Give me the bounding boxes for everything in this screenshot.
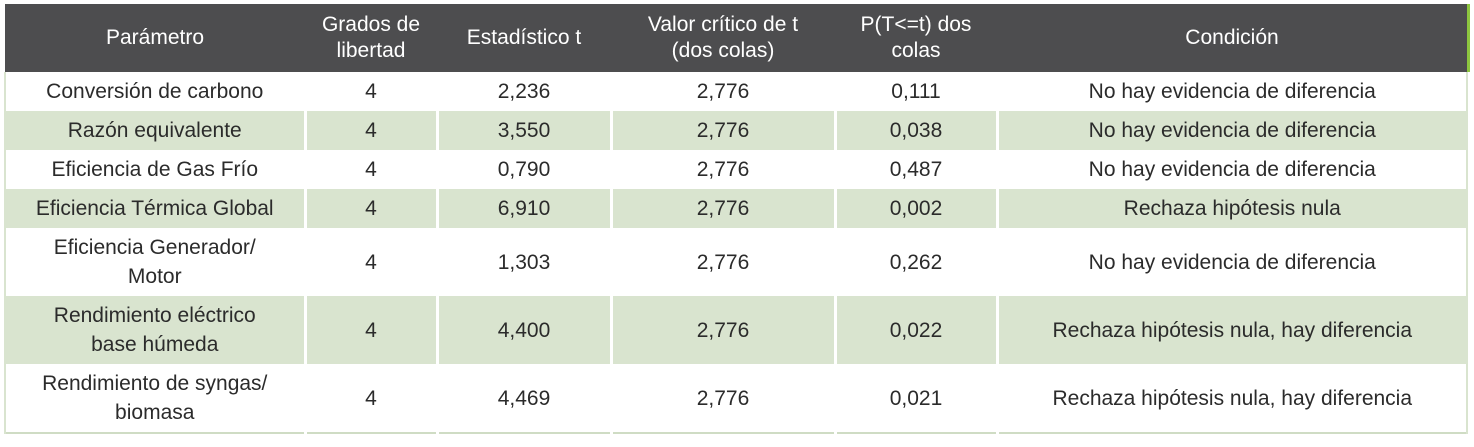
cell-estadistico-t: 6,910 [437, 189, 613, 228]
table-row: Conversión de carbono 4 2,236 2,776 0,11… [4, 72, 1468, 111]
cell-parametro: Razón equivalente [4, 111, 307, 150]
cell-valor-critico: 2,776 [611, 364, 837, 433]
header-accent-bar [1464, 4, 1470, 72]
cell-grados-libertad: 4 [305, 150, 439, 189]
cell-condicion: Rechaza hipótesis nula [997, 189, 1468, 228]
cell-condicion: Rechaza hipótesis nula, hay diferencia [997, 364, 1468, 433]
cell-condicion: No hay evidencia de diferencia [997, 228, 1468, 296]
cell-p-value: 0,021 [835, 364, 999, 433]
table-row: Eficiencia de Gas Frío 4 0,790 2,776 0,4… [4, 150, 1468, 189]
cell-parametro: Rendimiento eléctrico base húmeda [4, 296, 307, 364]
cell-estadistico-t: 4,469 [437, 364, 613, 433]
cell-grados-libertad: 4 [305, 111, 439, 150]
cell-estadistico-t: 4,400 [437, 296, 613, 364]
cell-valor-critico: 2,776 [611, 111, 837, 150]
header-row: Parámetro Grados de libertad Estadístico… [5, 4, 1467, 72]
cell-parametro: Rendimiento de syngas/ biomasa [4, 364, 307, 433]
header-p-value: P(T<=t) dos colas [835, 4, 997, 72]
cell-valor-critico: 2,776 [611, 228, 837, 296]
cell-valor-critico: 2,776 [611, 296, 837, 364]
cell-estadistico-t: 1,303 [437, 228, 613, 296]
cell-grados-libertad: 4 [305, 72, 439, 111]
cell-grados-libertad: 4 [305, 296, 439, 364]
cell-estadistico-t: 2,236 [437, 72, 613, 111]
header-condicion: Condición [997, 4, 1467, 72]
header-valor-critico: Valor crítico de t (dos colas) [611, 4, 835, 72]
cell-grados-libertad: 4 [305, 189, 439, 228]
cell-condicion: Rechaza hipótesis nula, hay diferencia [997, 296, 1468, 364]
cell-p-value: 0,002 [835, 189, 999, 228]
cell-parametro: Conversión de carbono [4, 72, 307, 111]
cell-p-value: 0,022 [835, 296, 999, 364]
table-row: Razón equivalente 4 3,550 2,776 0,038 No… [4, 111, 1468, 150]
header-estadistico-t: Estadístico t [437, 4, 611, 72]
cell-p-value: 0,487 [835, 150, 999, 189]
t-test-results-table: Parámetro Grados de libertad Estadístico… [4, 4, 1468, 434]
cell-parametro: Eficiencia de Gas Frío [4, 150, 307, 189]
cell-condicion: No hay evidencia de diferencia [997, 72, 1468, 111]
cell-parametro: Eficiencia Térmica Global [4, 189, 307, 228]
cell-grados-libertad: 4 [305, 364, 439, 433]
table-row: Eficiencia Térmica Global 4 6,910 2,776 … [4, 189, 1468, 228]
cell-p-value: 0,262 [835, 228, 999, 296]
table-header: Parámetro Grados de libertad Estadístico… [5, 4, 1467, 72]
cell-parametro: Eficiencia Generador/ Motor [4, 228, 307, 296]
cell-grados-libertad: 4 [305, 228, 439, 296]
cell-condicion: No hay evidencia de diferencia [997, 150, 1468, 189]
cell-estadistico-t: 3,550 [437, 111, 613, 150]
header-grados-libertad: Grados de libertad [305, 4, 437, 72]
cell-valor-critico: 2,776 [611, 189, 837, 228]
cell-valor-critico: 2,776 [611, 150, 837, 189]
table-body: Conversión de carbono 4 2,236 2,776 0,11… [4, 72, 1468, 433]
header-parametro: Parámetro [5, 4, 305, 72]
cell-p-value: 0,038 [835, 111, 999, 150]
cell-condicion: No hay evidencia de diferencia [997, 111, 1468, 150]
cell-valor-critico: 2,776 [611, 72, 837, 111]
table-row: Eficiencia Generador/ Motor 4 1,303 2,77… [4, 228, 1468, 296]
table-row: Rendimiento de syngas/ biomasa 4 4,469 2… [4, 364, 1468, 433]
cell-estadistico-t: 0,790 [437, 150, 613, 189]
table-row: Rendimiento eléctrico base húmeda 4 4,40… [4, 296, 1468, 364]
cell-p-value: 0,111 [835, 72, 999, 111]
